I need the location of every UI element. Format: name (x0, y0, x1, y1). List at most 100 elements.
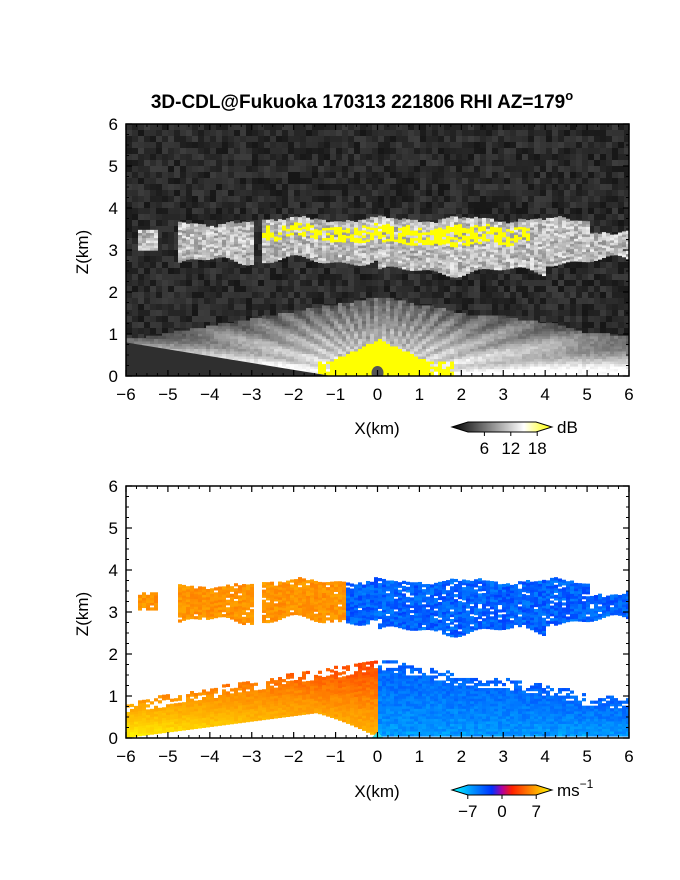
reflectivity-cell (358, 345, 362, 349)
reflectivity-cell (230, 338, 234, 342)
noise-cell (318, 154, 324, 160)
reflectivity-cell (358, 335, 362, 339)
noise-cell (264, 286, 270, 292)
reflectivity-cell (350, 345, 354, 349)
noise-cell (162, 130, 168, 136)
noise-cell (258, 298, 264, 304)
reflectivity-cell (330, 333, 334, 337)
noise-cell (270, 148, 276, 154)
noise-cell (216, 220, 222, 226)
noise-cell (570, 298, 576, 304)
reflectivity-cell (354, 363, 358, 367)
reflectivity-cell (198, 335, 202, 339)
reflectivity-cell (234, 353, 238, 357)
noise-cell (384, 286, 390, 292)
noise-cell (516, 208, 522, 214)
noise-cell (576, 190, 582, 196)
reflectivity-cell (238, 320, 242, 324)
noise-cell (258, 244, 264, 250)
noise-cell (612, 196, 618, 202)
noise-cell (486, 292, 492, 298)
noise-cell (384, 292, 390, 298)
reflectivity-cell (358, 368, 362, 372)
noise-cell (360, 160, 366, 166)
noise-cell (210, 298, 216, 304)
noise-cell (354, 136, 360, 142)
reflectivity-cell (302, 338, 306, 342)
noise-cell (624, 160, 629, 166)
reflectivity-cell (330, 310, 334, 314)
noise-cell (468, 136, 474, 142)
noise-cell (264, 160, 270, 166)
noise-cell (252, 136, 258, 142)
noise-cell (234, 202, 240, 208)
reflectivity-cell (294, 348, 298, 352)
noise-cell (546, 154, 552, 160)
noise-cell (414, 124, 420, 130)
noise-cell (558, 262, 564, 268)
noise-cell (138, 262, 144, 268)
noise-cell (156, 268, 162, 274)
noise-cell (438, 142, 444, 148)
noise-cell (528, 190, 534, 196)
noise-cell (162, 286, 168, 292)
noise-cell (438, 280, 444, 286)
noise-cell (576, 154, 582, 160)
noise-cell (288, 124, 294, 130)
reflectivity-cell (314, 365, 318, 370)
reflectivity-cell (350, 323, 354, 327)
noise-cell (438, 148, 444, 154)
reflectivity-cell (302, 343, 306, 347)
noise-cell (192, 166, 198, 172)
reflectivity-cell (366, 368, 370, 372)
reflectivity-cell (346, 320, 350, 324)
noise-cell (390, 190, 396, 196)
reflectivity-cell (270, 320, 274, 324)
noise-cell (492, 136, 498, 142)
noise-cell (306, 130, 312, 136)
reflectivity-cell (306, 318, 310, 322)
noise-cell (318, 292, 324, 298)
noise-cell (294, 208, 300, 214)
noise-cell (282, 208, 288, 214)
noise-cell (522, 154, 528, 160)
noise-cell (516, 160, 522, 166)
reflectivity-cell (330, 365, 334, 370)
reflectivity-cell (206, 328, 210, 332)
noise-cell (156, 310, 162, 316)
noise-cell (216, 256, 222, 262)
reflectivity-cell (246, 353, 250, 357)
noise-cell (558, 130, 564, 136)
noise-cell (138, 292, 144, 298)
reflectivity-cell (222, 338, 226, 342)
noise-cell (438, 154, 444, 160)
noise-cell (498, 208, 504, 214)
reflectivity-cell (234, 340, 238, 344)
noise-cell (396, 130, 402, 136)
noise-cell (168, 208, 174, 214)
reflectivity-cell (190, 333, 194, 337)
noise-cell (204, 214, 210, 220)
noise-cell (588, 286, 594, 292)
reflectivity-cell (346, 307, 350, 312)
reflectivity-cell (254, 320, 258, 324)
reflectivity-cell (310, 368, 314, 372)
noise-cell (180, 136, 186, 142)
reflectivity-cell (234, 338, 238, 342)
reflectivity-cell (246, 350, 250, 354)
noise-cell (336, 172, 342, 178)
noise-cell (462, 214, 468, 220)
noise-cell (126, 214, 132, 220)
reflectivity-cell (366, 355, 370, 360)
reflectivity-cell (230, 340, 234, 344)
noise-cell (516, 310, 522, 316)
reflectivity-cell (182, 335, 186, 339)
noise-cell (186, 166, 192, 172)
noise-cell (240, 280, 246, 286)
noise-cell (576, 298, 582, 304)
reflectivity-cell (166, 340, 170, 344)
reflectivity-cell (342, 328, 346, 332)
reflectivity-cell (378, 318, 382, 322)
reflectivity-cell (262, 340, 266, 344)
reflectivity-cell (254, 348, 258, 352)
